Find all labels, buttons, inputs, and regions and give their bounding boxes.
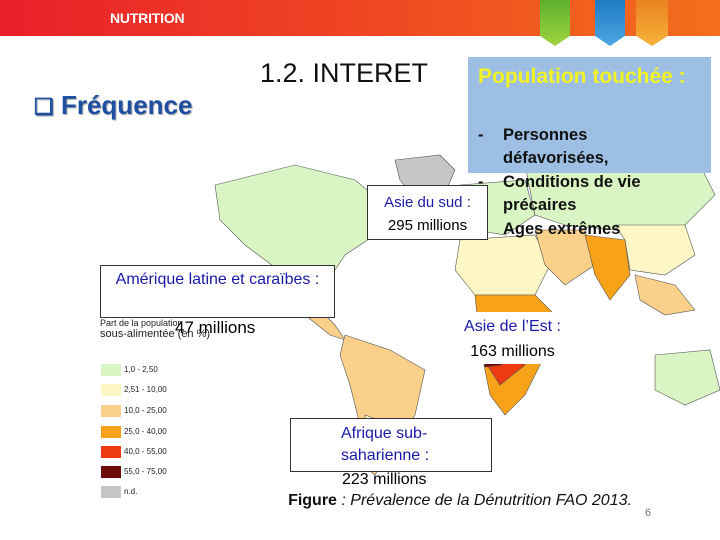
checkbox-square-icon: ❑	[34, 94, 54, 119]
section-title: ❑ Fréquence	[34, 90, 192, 121]
callout-label: Asie de l’Est :	[464, 318, 561, 335]
callout-amerique: Amérique latine et caraïbes :	[100, 265, 335, 318]
legend-swatch	[101, 405, 121, 417]
callout-label: Afrique sub-saharienne :	[341, 425, 430, 464]
legend-label: n.d.	[124, 487, 138, 496]
population-box	[468, 57, 711, 173]
legend-title-line1: Part de la population	[100, 318, 183, 328]
legend-label: 2,51 - 10,00	[124, 385, 167, 394]
header-title: NUTRITION	[110, 10, 185, 26]
callout-asie-est: Asie de l’Est : 163 millions	[450, 312, 575, 364]
callout-value: 163 millions	[470, 343, 555, 360]
legend-swatch	[101, 466, 121, 478]
slide-heading: 1.2. INTERET	[260, 58, 429, 88]
caption-text: : Prévalence de la Dénutrition FAO 2013.	[336, 492, 632, 509]
callout-value: 295 millions	[387, 217, 468, 234]
orange-tab	[636, 0, 668, 46]
east-asia	[614, 224, 696, 276]
southeast-asia	[634, 274, 696, 316]
green-tab	[540, 0, 570, 46]
north-america	[214, 164, 386, 301]
callout-label: Amérique latine et caraïbes :	[115, 271, 320, 288]
legend-label: 55,0 - 75,00	[124, 467, 167, 476]
population-item: Personnes défavorisées,	[503, 126, 609, 167]
callout-amerique-value: 47 millions	[175, 318, 256, 337]
legend-label: 25,0 - 40,00	[124, 427, 167, 436]
callout-label: Asie du sud :	[384, 194, 471, 211]
callout-asie-sud: Asie du sud : 295 millions	[367, 185, 488, 240]
blue-tab	[595, 0, 625, 46]
section-title-text: Fréquence	[60, 90, 193, 120]
figure-caption: Figure : Prévalence de la Dénutrition FA…	[285, 489, 635, 513]
page-number: 6	[645, 507, 652, 519]
callout-afrique: Afrique sub-saharienne :	[290, 418, 492, 472]
australia	[654, 349, 720, 406]
legend-swatch	[101, 446, 121, 458]
legend-swatch	[101, 426, 121, 438]
middle-east	[534, 229, 596, 286]
caption-prefix: Figure	[288, 492, 337, 509]
legend-label: 40,0 - 55,00	[124, 447, 167, 456]
legend-label: 1,0 - 2,50	[124, 365, 158, 374]
south-asia	[584, 234, 631, 301]
legend-title-line2: sous-alimentée (en %)	[100, 328, 211, 340]
legend-swatch	[101, 364, 121, 376]
legend-title: Part de la population sous-alimentée (en …	[100, 318, 210, 340]
population-title: Population touchée :	[478, 65, 686, 88]
legend-label: 10,0 - 25,00	[124, 406, 167, 415]
legend-swatch	[101, 486, 121, 498]
north-africa	[454, 234, 551, 296]
callout-afrique-value: 223 millions	[342, 471, 427, 488]
population-item: Ages extrêmes	[503, 220, 621, 238]
legend-swatch	[101, 384, 121, 396]
population-item: Conditions de vie précaires	[503, 173, 641, 214]
